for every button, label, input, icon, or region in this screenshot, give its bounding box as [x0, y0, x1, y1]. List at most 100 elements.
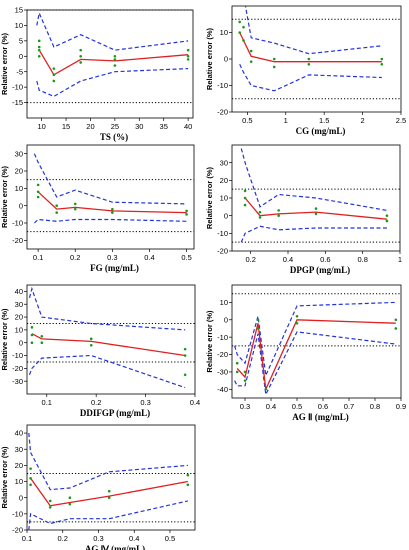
data-point: [186, 54, 190, 58]
x-tick-label: 0.4: [283, 255, 293, 264]
data-point: [235, 370, 239, 374]
data-point: [111, 211, 114, 214]
mean-error-line: [31, 333, 186, 357]
data-point: [307, 63, 311, 66]
x-axis-label: DPGP (mg/mL): [290, 265, 350, 275]
y-tick-label: -10: [217, 81, 228, 90]
data-point: [79, 61, 83, 64]
mean-error-line: [30, 477, 189, 507]
data-point: [36, 195, 40, 199]
plot-frame: [231, 5, 402, 113]
x-tick-label: 0.5: [181, 253, 191, 262]
x-tick-label: 0.2: [58, 534, 68, 543]
y-tick-label: -20: [12, 526, 23, 535]
y-tick-label: 20: [15, 461, 23, 470]
y-tick-label: -20: [12, 364, 23, 373]
y-tick-label: 0: [224, 211, 228, 220]
x-tick-label: 40: [184, 122, 192, 131]
x-tick-label: 2: [361, 116, 365, 125]
y-tick-label: -15: [12, 98, 23, 107]
lower-bound-line: [33, 218, 187, 224]
data-point: [79, 48, 83, 52]
y-tick-label: -5: [16, 67, 23, 76]
data-point: [183, 354, 187, 357]
data-point: [113, 58, 117, 61]
x-tick-label: 0.3: [240, 402, 250, 411]
data-point: [243, 379, 247, 382]
panel-3: 0.1 0.2 0.3 0.4 0.5 -20 -10 0 10 20 30 FG (mg/mL) Re…: [0, 144, 195, 273]
x-tick-label: 0.8: [370, 402, 380, 411]
data-point: [68, 496, 72, 499]
data-point: [307, 57, 311, 61]
y-tick-label: -40: [217, 385, 228, 394]
data-point: [37, 39, 41, 43]
data-point: [113, 54, 117, 58]
x-tick-label: 0.9: [396, 402, 406, 411]
x-axis-label: TS (%): [100, 132, 128, 142]
data-point: [55, 211, 58, 214]
data-point: [242, 39, 245, 42]
data-point: [256, 327, 260, 330]
y-tick-label: 30: [220, 158, 228, 167]
y-tick-label: 10: [15, 184, 23, 193]
x-tick-label: 0.4: [266, 402, 276, 411]
y-tick-label: 40: [15, 287, 23, 296]
data-point: [30, 326, 34, 329]
y-tick-label: -20: [217, 108, 228, 117]
data-point: [89, 337, 93, 341]
data-point: [183, 347, 187, 351]
data-point: [249, 60, 253, 63]
data-point: [40, 341, 44, 345]
y-tick-label: 0: [19, 201, 23, 210]
data-point: [238, 31, 241, 34]
y-tick-label: -10: [12, 351, 23, 360]
upper-bound-line: [239, 6, 382, 55]
lower-bound-line: [240, 225, 387, 243]
data-point: [380, 57, 384, 61]
y-tick-label: 0: [19, 493, 23, 502]
data-point: [29, 477, 32, 480]
y-axis-label: Relative error (%): [0, 308, 9, 371]
y-tick-label: 10: [220, 28, 228, 37]
y-tick-label: -20: [12, 236, 23, 245]
y-tick-label: -30: [12, 377, 23, 386]
x-axis-label: AG Ⅱ (mg/mL): [292, 412, 348, 422]
plot-frame: [26, 144, 195, 250]
x-tick-label: 0.5: [242, 116, 252, 125]
y-tick-label: 20: [15, 167, 23, 176]
mean-error-line: [244, 197, 387, 220]
lower-bound-line: [234, 331, 396, 397]
lower-bound-line: [28, 500, 189, 530]
data-point: [183, 373, 187, 377]
y-tick-label: 40: [15, 429, 23, 438]
data-layer: [36, 11, 190, 98]
panel-2: 0.5 1 1.5 2 2.5 -20 -10 0 10 CG (mg/mL) Relative e…: [205, 5, 406, 136]
upper-bound-line: [33, 153, 187, 205]
panel-1: 10 15 20 25 30 35 40 -15 -10 -5 0 5 10 15 TS (%) Relati…: [0, 6, 194, 142]
lower-bound-line: [36, 68, 189, 98]
panel-7: 0.1 0.2 0.3 0.4 0.5 -20 -10 0 10 20 30 40 AG Ⅳ (mg/m…: [0, 424, 196, 550]
data-point: [52, 73, 56, 77]
y-tick-label: 10: [15, 477, 23, 486]
data-point: [73, 202, 77, 206]
x-axis-label: DDIFGP (mg/mL): [80, 408, 150, 418]
data-point: [295, 321, 299, 325]
x-tick-label: 0.5: [165, 534, 175, 543]
x-tick-label: 25: [111, 122, 119, 131]
y-tick-label: 20: [15, 313, 23, 322]
y-axis-label: Relative error (%): [205, 166, 214, 229]
x-axis-label: FG (mg/mL): [90, 263, 139, 273]
data-point: [52, 79, 56, 83]
data-layer: [28, 286, 187, 389]
x-tick-label: 0.4: [129, 534, 139, 543]
data-point: [186, 48, 190, 52]
x-tick-label: 0.7: [344, 402, 354, 411]
y-tick-label: -10: [12, 83, 23, 92]
plot-frame: [231, 284, 402, 399]
data-point: [258, 210, 262, 214]
y-axis-label: Relative error (%): [205, 27, 214, 90]
data-point: [40, 334, 44, 338]
x-tick-label: 15: [62, 122, 70, 131]
data-point: [295, 314, 299, 318]
